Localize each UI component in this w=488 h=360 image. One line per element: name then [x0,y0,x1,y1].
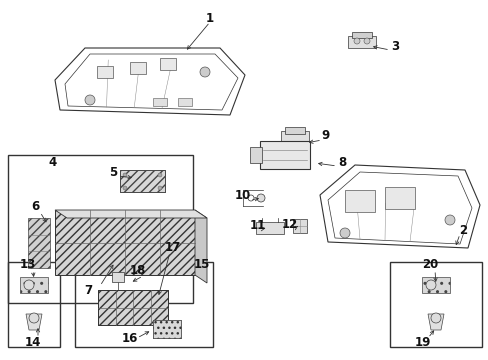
Polygon shape [195,210,206,283]
Polygon shape [427,314,443,330]
Text: 15: 15 [193,258,210,271]
Text: 20: 20 [421,258,437,271]
Bar [389,262,481,347]
Bar [8,262,60,347]
Text: 11: 11 [249,219,265,231]
Bar [256,222,284,234]
Text: 8: 8 [337,156,346,168]
Polygon shape [55,210,206,218]
Text: 1: 1 [205,12,214,24]
Text: 16: 16 [122,333,138,346]
Bar [384,187,414,209]
Bar [153,98,167,106]
Bar [130,62,146,74]
Circle shape [363,38,369,44]
Bar [178,98,192,106]
Text: 18: 18 [129,265,146,278]
Circle shape [123,186,127,190]
Bar [153,320,181,338]
Bar [347,36,375,48]
Bar [98,290,168,325]
Bar [345,190,374,212]
Bar [28,218,50,268]
Circle shape [430,313,440,323]
Polygon shape [319,165,479,248]
Circle shape [425,280,435,290]
Text: 3: 3 [390,40,398,53]
Circle shape [24,280,34,290]
Text: 17: 17 [164,240,181,253]
Bar [260,141,309,169]
Bar [112,272,124,282]
Circle shape [257,194,264,202]
Bar [8,155,193,303]
Bar [351,32,371,38]
Circle shape [123,173,127,177]
Circle shape [200,67,209,77]
Text: 2: 2 [458,224,466,237]
Bar [285,127,305,134]
Text: 19: 19 [414,336,430,348]
Bar [421,277,449,293]
Circle shape [158,173,162,177]
Circle shape [85,95,95,105]
Polygon shape [26,314,42,330]
Circle shape [339,228,349,238]
Circle shape [353,38,359,44]
Bar [75,262,213,347]
Text: 6: 6 [31,199,39,212]
Bar [20,277,48,293]
Bar [292,219,306,233]
Bar [249,147,262,163]
Bar [97,66,113,78]
Text: 9: 9 [320,129,328,141]
Polygon shape [55,48,244,115]
Text: 4: 4 [49,156,57,168]
Text: 5: 5 [109,166,117,179]
Text: 7: 7 [84,284,92,297]
Text: 10: 10 [234,189,251,202]
Bar [55,210,195,275]
Bar [98,290,168,325]
Bar [153,320,181,338]
Text: 12: 12 [281,217,298,230]
Circle shape [29,313,39,323]
Text: 13: 13 [20,258,36,271]
Bar [160,58,176,70]
Circle shape [444,215,454,225]
Bar [120,170,164,192]
Circle shape [158,186,162,190]
Bar [281,131,308,145]
Bar [120,170,164,192]
Text: 14: 14 [25,336,41,348]
